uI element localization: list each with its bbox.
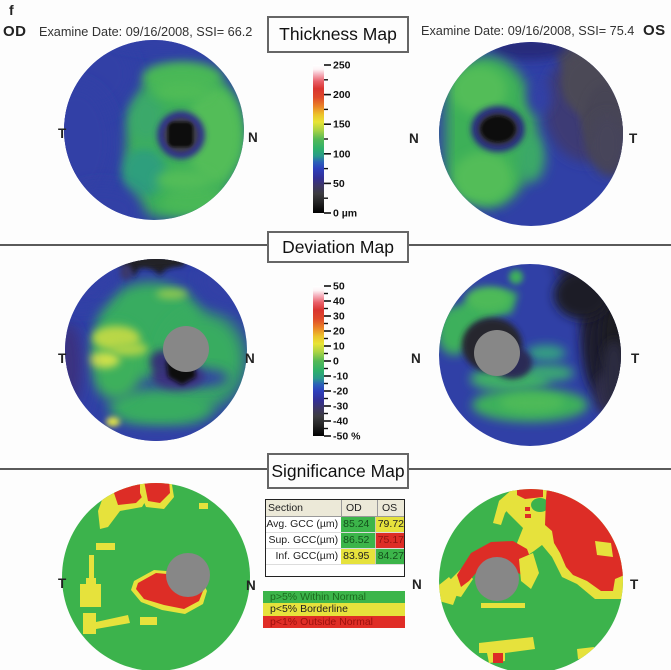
svg-text:0: 0: [333, 356, 339, 368]
svg-text:40: 40: [333, 296, 345, 308]
svg-text:-20: -20: [333, 386, 348, 398]
svg-text:100: 100: [333, 148, 351, 160]
svg-text:20: 20: [333, 326, 345, 338]
svg-text:150: 150: [333, 119, 351, 131]
svg-text:50: 50: [333, 178, 345, 190]
svg-text:250: 250: [333, 60, 351, 72]
svg-text:30: 30: [333, 311, 345, 323]
svg-text:10: 10: [333, 341, 345, 353]
svg-text:-30: -30: [333, 401, 348, 413]
svg-text:-50 %: -50 %: [333, 431, 361, 443]
svg-text:-10: -10: [333, 371, 348, 383]
svg-text:0 µm: 0 µm: [333, 208, 357, 220]
svg-text:50: 50: [333, 281, 345, 293]
svg-text:200: 200: [333, 89, 351, 101]
svg-text:-40: -40: [333, 416, 348, 428]
